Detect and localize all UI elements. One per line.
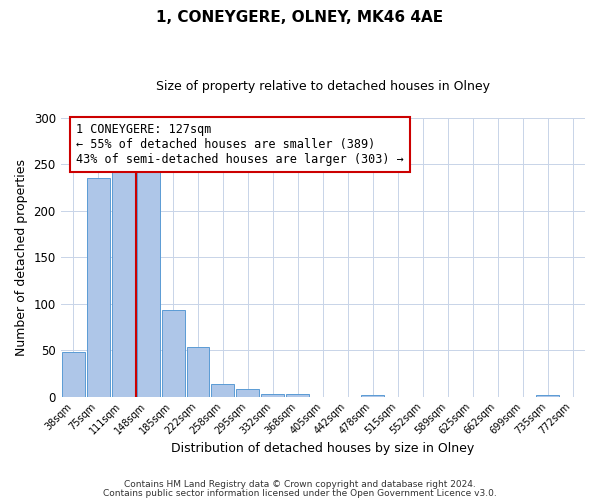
Bar [62, 352, 85, 397]
Bar [211, 384, 235, 396]
Bar [236, 389, 259, 396]
Bar [161, 310, 185, 396]
Bar [86, 178, 110, 396]
Bar [361, 394, 384, 396]
Bar [536, 394, 559, 396]
Title: Size of property relative to detached houses in Olney: Size of property relative to detached ho… [156, 80, 490, 93]
X-axis label: Distribution of detached houses by size in Olney: Distribution of detached houses by size … [171, 442, 475, 455]
Bar [262, 394, 284, 396]
Bar [112, 164, 134, 396]
Bar [137, 164, 160, 396]
Text: 1 CONEYGERE: 127sqm
← 55% of detached houses are smaller (389)
43% of semi-detac: 1 CONEYGERE: 127sqm ← 55% of detached ho… [76, 124, 404, 166]
Text: Contains public sector information licensed under the Open Government Licence v3: Contains public sector information licen… [103, 489, 497, 498]
Y-axis label: Number of detached properties: Number of detached properties [15, 158, 28, 356]
Text: Contains HM Land Registry data © Crown copyright and database right 2024.: Contains HM Land Registry data © Crown c… [124, 480, 476, 489]
Text: 1, CONEYGERE, OLNEY, MK46 4AE: 1, CONEYGERE, OLNEY, MK46 4AE [157, 10, 443, 25]
Bar [187, 348, 209, 397]
Bar [286, 394, 310, 396]
